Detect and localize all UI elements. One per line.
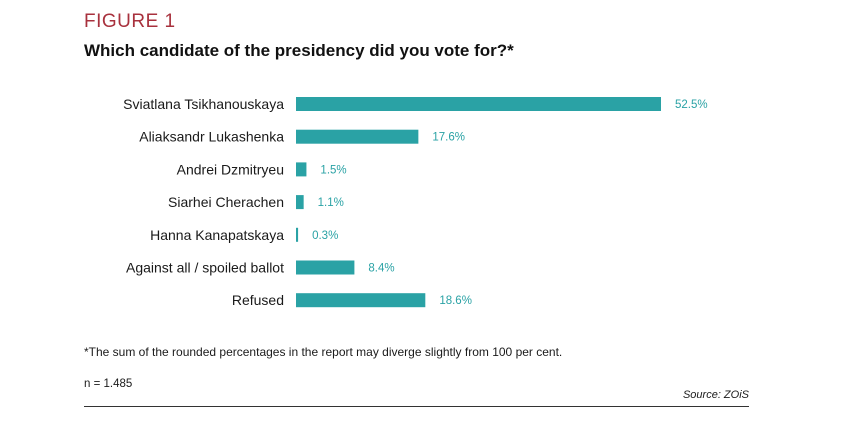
chart-title: Which candidate of the presidency did yo…: [84, 41, 514, 60]
value-label: 0.3%: [312, 230, 338, 242]
value-label: 1.1%: [318, 197, 344, 209]
figure-label: FIGURE 1: [84, 11, 176, 32]
bar: [296, 162, 307, 177]
value-label: 8.4%: [368, 263, 394, 275]
category-label: Aliaksandr Lukashenka: [139, 129, 284, 145]
category-label: Sviatlana Tsikhanouskaya: [123, 96, 284, 112]
source-note: Source: ZOiS: [682, 389, 749, 401]
bar: [296, 293, 426, 308]
bar: [296, 260, 355, 275]
bar: [296, 97, 661, 111]
bar: [296, 195, 304, 210]
value-label: 18.6%: [439, 295, 472, 307]
category-label: Refused: [232, 292, 284, 308]
bar: [296, 129, 419, 144]
bar: [296, 227, 299, 242]
bar-chart: Sviatlana Tsikhanouskaya 52.5% Aliaksandr …: [123, 96, 708, 308]
category-label: Hanna Kanapatskaya: [150, 227, 284, 243]
value-label: 1.5%: [320, 164, 346, 176]
bottom-rule: [84, 406, 749, 407]
category-label: Andrei Dzmitryeu: [177, 161, 284, 177]
value-label: 52.5%: [675, 99, 708, 111]
sample-size: n = 1.485: [84, 378, 133, 390]
footnote: *The sum of the rounded percentages in t…: [84, 345, 563, 359]
category-label: Against all / spoiled ballot: [126, 260, 284, 276]
value-label: 17.6%: [432, 132, 465, 144]
category-label: Siarhei Cherachen: [168, 194, 284, 210]
